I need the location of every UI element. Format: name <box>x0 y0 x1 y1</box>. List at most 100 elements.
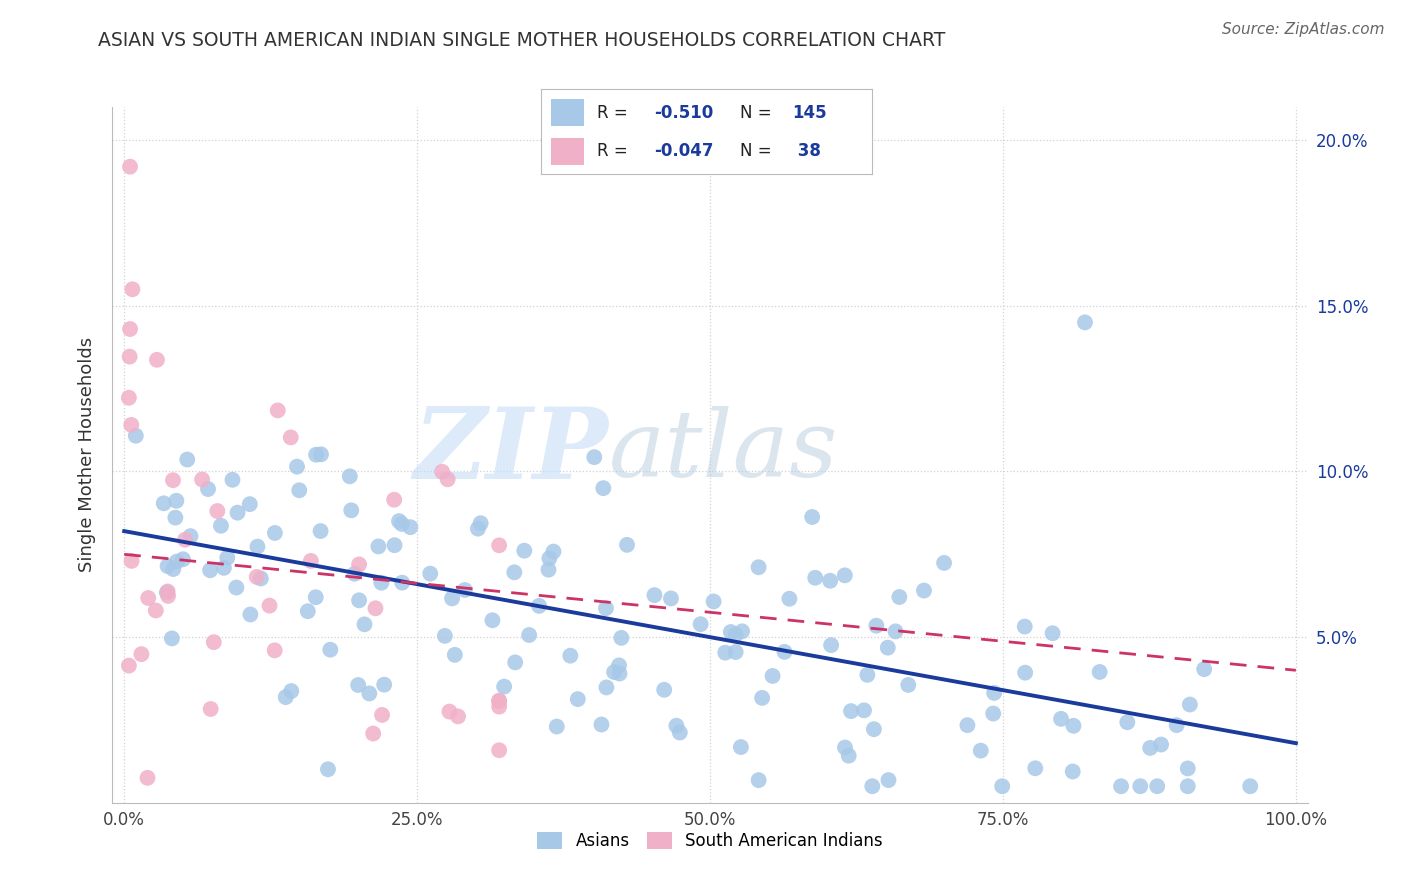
Legend: Asians, South American Indians: Asians, South American Indians <box>531 826 889 857</box>
Text: R =: R = <box>598 142 634 160</box>
Point <box>488 538 510 552</box>
Point <box>246 570 269 584</box>
Point <box>225 581 247 595</box>
Point <box>494 680 516 694</box>
Point <box>1150 738 1173 752</box>
Point <box>391 516 413 531</box>
Point <box>382 492 405 507</box>
Point <box>889 590 911 604</box>
Point <box>834 740 856 755</box>
Point <box>643 588 665 602</box>
Point <box>801 510 824 524</box>
Point <box>970 744 993 758</box>
Point <box>305 448 328 462</box>
Text: N =: N = <box>740 142 776 160</box>
Point <box>388 514 411 528</box>
Bar <box>551 98 585 127</box>
Point <box>361 726 384 740</box>
Point <box>288 483 311 498</box>
Point <box>748 560 770 574</box>
Text: 38: 38 <box>793 142 821 160</box>
Point <box>488 694 510 708</box>
Point <box>543 544 565 558</box>
Point <box>436 472 458 486</box>
Point <box>665 719 688 733</box>
Point <box>1178 698 1201 712</box>
Point <box>834 568 856 582</box>
Text: atlas: atlas <box>609 407 838 497</box>
Point <box>367 540 389 554</box>
Point <box>818 574 841 588</box>
Point <box>860 779 883 793</box>
Point <box>513 543 536 558</box>
Point <box>470 516 492 531</box>
Point <box>259 599 281 613</box>
Point <box>1088 665 1111 679</box>
Point <box>1192 662 1215 676</box>
Point <box>221 473 243 487</box>
Point <box>591 717 613 731</box>
Point <box>179 529 201 543</box>
Point <box>200 702 222 716</box>
Point <box>1177 779 1199 793</box>
Point <box>226 506 249 520</box>
Point <box>609 666 631 681</box>
Point <box>172 552 194 566</box>
Point <box>239 607 262 622</box>
Point <box>118 350 141 364</box>
Text: Source: ZipAtlas.com: Source: ZipAtlas.com <box>1222 22 1385 37</box>
Text: N =: N = <box>740 103 776 121</box>
Point <box>391 575 413 590</box>
Bar <box>551 137 585 165</box>
Point <box>263 643 285 657</box>
Point <box>371 707 394 722</box>
Point <box>730 740 752 755</box>
Point <box>1042 626 1064 640</box>
Point <box>166 555 188 569</box>
Point <box>1129 779 1152 793</box>
Point <box>443 648 465 662</box>
Point <box>399 520 422 534</box>
Point <box>773 645 796 659</box>
Point <box>751 690 773 705</box>
Point <box>433 629 456 643</box>
Point <box>174 533 197 547</box>
Point <box>616 538 638 552</box>
Point <box>1116 715 1139 730</box>
Point <box>441 591 464 606</box>
Point <box>731 624 754 639</box>
Point <box>120 322 141 336</box>
Point <box>876 640 898 655</box>
Point <box>595 601 617 615</box>
Point <box>991 779 1014 793</box>
Point <box>136 771 159 785</box>
Point <box>503 566 526 580</box>
Point <box>689 617 711 632</box>
Point <box>347 593 370 607</box>
Y-axis label: Single Mother Households: Single Mother Households <box>77 337 96 573</box>
Point <box>299 554 322 568</box>
Point <box>419 566 441 581</box>
Point <box>537 563 560 577</box>
Point <box>1062 764 1084 779</box>
Point <box>481 613 503 627</box>
Point <box>239 497 262 511</box>
Point <box>981 706 1004 721</box>
Point <box>714 646 737 660</box>
Point <box>820 638 842 652</box>
Point <box>1074 315 1097 329</box>
Point <box>1177 761 1199 775</box>
Point <box>120 417 142 432</box>
Point <box>761 669 783 683</box>
Point <box>853 703 876 717</box>
Point <box>1109 779 1132 793</box>
Point <box>430 465 453 479</box>
Point <box>156 585 179 599</box>
Point <box>209 518 232 533</box>
Point <box>603 665 626 679</box>
Point <box>527 599 550 613</box>
Point <box>1146 779 1168 793</box>
Point <box>347 558 370 572</box>
Point <box>1063 719 1085 733</box>
Point <box>118 391 141 405</box>
